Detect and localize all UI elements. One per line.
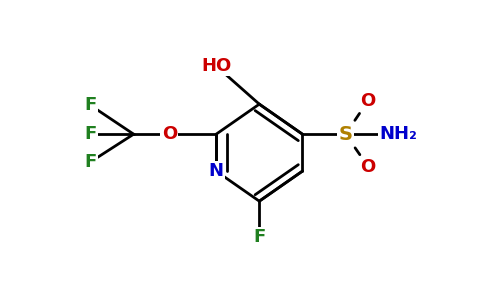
Text: F: F [84, 96, 97, 114]
Text: F: F [253, 228, 265, 246]
Text: O: O [361, 92, 376, 110]
Text: NH₂: NH₂ [379, 125, 417, 143]
Text: O: O [162, 125, 177, 143]
Text: F: F [84, 125, 97, 143]
Text: O: O [361, 158, 376, 175]
Text: N: N [209, 162, 224, 180]
Text: HO: HO [201, 57, 231, 75]
Text: F: F [84, 153, 97, 171]
Text: S: S [339, 125, 352, 144]
